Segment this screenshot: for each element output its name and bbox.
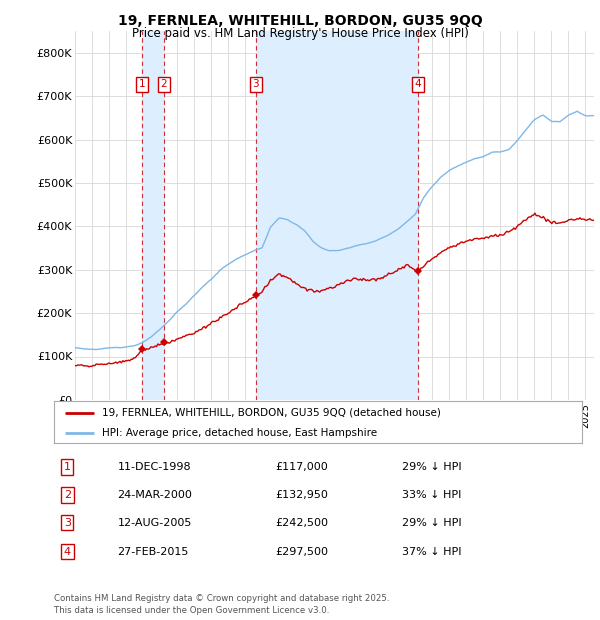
Text: 19, FERNLEA, WHITEHILL, BORDON, GU35 9QQ (detached house): 19, FERNLEA, WHITEHILL, BORDON, GU35 9QQ… bbox=[101, 408, 440, 418]
Text: 2: 2 bbox=[161, 79, 167, 89]
Text: Price paid vs. HM Land Registry's House Price Index (HPI): Price paid vs. HM Land Registry's House … bbox=[131, 27, 469, 40]
Text: 27-FEB-2015: 27-FEB-2015 bbox=[118, 547, 189, 557]
Text: 4: 4 bbox=[64, 547, 71, 557]
Text: 2: 2 bbox=[64, 490, 71, 500]
Text: 29% ↓ HPI: 29% ↓ HPI bbox=[403, 462, 462, 472]
Text: 33% ↓ HPI: 33% ↓ HPI bbox=[403, 490, 462, 500]
Text: 11-DEC-1998: 11-DEC-1998 bbox=[118, 462, 191, 472]
Text: Contains HM Land Registry data © Crown copyright and database right 2025.
This d: Contains HM Land Registry data © Crown c… bbox=[54, 594, 389, 615]
Text: 3: 3 bbox=[253, 79, 259, 89]
Text: 37% ↓ HPI: 37% ↓ HPI bbox=[403, 547, 462, 557]
Bar bbox=[256, 31, 418, 400]
Bar bbox=[142, 31, 164, 400]
Text: 3: 3 bbox=[64, 518, 71, 528]
Text: 1: 1 bbox=[64, 462, 71, 472]
Text: 19, FERNLEA, WHITEHILL, BORDON, GU35 9QQ: 19, FERNLEA, WHITEHILL, BORDON, GU35 9QQ bbox=[118, 14, 482, 28]
Text: £132,950: £132,950 bbox=[276, 490, 329, 500]
Text: 1: 1 bbox=[139, 79, 145, 89]
Text: £242,500: £242,500 bbox=[276, 518, 329, 528]
Text: £117,000: £117,000 bbox=[276, 462, 329, 472]
Text: £297,500: £297,500 bbox=[276, 547, 329, 557]
Text: 29% ↓ HPI: 29% ↓ HPI bbox=[403, 518, 462, 528]
Text: HPI: Average price, detached house, East Hampshire: HPI: Average price, detached house, East… bbox=[101, 428, 377, 438]
Text: 24-MAR-2000: 24-MAR-2000 bbox=[118, 490, 192, 500]
Text: 12-AUG-2005: 12-AUG-2005 bbox=[118, 518, 192, 528]
Text: 4: 4 bbox=[415, 79, 421, 89]
